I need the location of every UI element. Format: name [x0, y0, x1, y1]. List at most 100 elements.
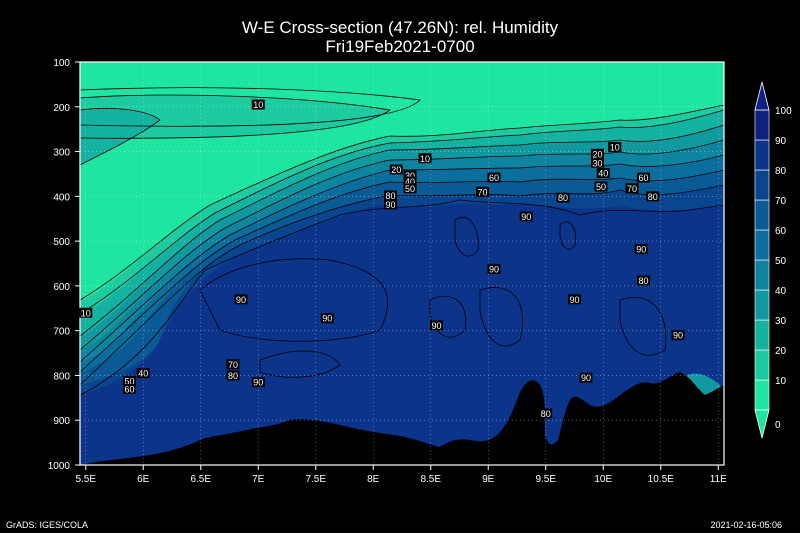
contour-label-bg: [403, 176, 417, 187]
colorbar-swatch: [754, 229, 770, 261]
contour-label-bg: [418, 153, 432, 164]
contour-label-bg: [591, 157, 604, 168]
band-low-pocket-inner: [80, 108, 160, 165]
contour-label-bg: [539, 408, 553, 419]
contour-label-bg: [671, 330, 685, 341]
plot-frame: [79, 61, 725, 466]
colorbar-label: 80: [775, 166, 787, 177]
y-tick-label: 100: [53, 58, 70, 69]
contour-label-bg: [251, 99, 265, 110]
contour-label-bg: [136, 368, 150, 379]
contour-label-bg: [634, 244, 648, 255]
contour-label: 80: [638, 276, 648, 286]
contour-label: 90: [581, 373, 591, 383]
contour-label: 90: [521, 212, 531, 222]
software-credit: GrADS: IGES/COLA: [6, 520, 89, 530]
contour-label: 80: [228, 371, 238, 381]
contour-label-bg: [226, 370, 240, 381]
contour-label-bg: [608, 142, 622, 153]
colorbar-label: 20: [775, 346, 787, 357]
contour-label: 70: [627, 184, 637, 194]
contour-label: 80: [558, 193, 568, 203]
contour-label-bg: [556, 192, 570, 203]
colorbar-swatch: [754, 169, 770, 201]
contour-label-bg: [591, 148, 604, 159]
x-tick-label: 9.5E: [535, 474, 556, 485]
contour-label: 40: [405, 177, 415, 187]
contour-label-bg: [637, 172, 650, 183]
colorbar-top-arrow: [754, 81, 770, 111]
contour-label-bg: [403, 183, 417, 194]
colorbar-swatch: [754, 319, 770, 351]
contour-label: 80: [541, 409, 551, 419]
contour-label: 90: [236, 295, 246, 305]
contour-label: 60: [124, 384, 134, 394]
contour-label-bg: [384, 190, 397, 201]
contour-label: 90: [569, 295, 579, 305]
chart-title: W-E Cross-section (47.26N): rel. Humidit…: [241, 18, 559, 37]
contour-label: 50: [124, 376, 134, 386]
colorbar-label: 0: [775, 420, 781, 431]
contour-label: 10: [81, 308, 91, 318]
x-tick-label: 11E: [710, 474, 727, 485]
colorbar-swatch: [754, 379, 770, 411]
contour-label: 20: [391, 165, 401, 175]
colorbar-label: 30: [775, 316, 787, 327]
contour-label-bg: [625, 183, 639, 194]
x-tick-label: 10.5E: [648, 474, 674, 485]
colorbar-bottom-arrow: [754, 409, 770, 439]
contour-label-bg: [476, 186, 489, 197]
contour-label-bg: [646, 191, 660, 202]
contour-label: 70: [228, 360, 238, 370]
contour-label: 40: [598, 169, 608, 179]
contour-label: 10: [610, 143, 620, 153]
y-tick-label: 900: [53, 416, 70, 427]
contour-label: 90: [673, 331, 683, 341]
contour-label: 90: [385, 200, 395, 210]
y-tick-label: 300: [53, 148, 70, 159]
band-low-pocket: [80, 95, 390, 139]
x-axis-ticks: 5.5E 6E 6.5E 7E 7.5E 8E 8.5E 9E 9.5E 10E 10.5E 11E: [75, 465, 727, 485]
x-tick-label: 6.5E: [190, 474, 211, 485]
contour-label-bg: [519, 211, 533, 222]
contour-label: 90: [253, 378, 263, 388]
contour-label: 80: [648, 192, 658, 202]
y-tick-label: 500: [53, 237, 70, 248]
x-tick-label: 8.5E: [420, 474, 441, 485]
contour-label-bg: [384, 199, 397, 210]
x-tick-label: 6E: [137, 474, 150, 485]
moist-pocket: [560, 221, 576, 250]
y-tick-label: 600: [53, 282, 70, 293]
moist-pocket: [455, 217, 479, 257]
terrain: [80, 372, 724, 465]
contour-label-bg: [568, 294, 581, 305]
colorbar-label: 50: [775, 256, 787, 267]
contour-label-bg: [487, 263, 501, 274]
y-tick-label: 1000: [48, 461, 71, 472]
contour-label-bg: [251, 377, 265, 388]
x-tick-label: 10E: [594, 474, 612, 485]
colorbar: 0 10 20 30 40 50 60 70 80 90 100: [754, 81, 792, 439]
x-tick-label: 7E: [252, 474, 265, 485]
y-tick-label: 400: [53, 192, 70, 203]
contour-label: 60: [638, 173, 648, 183]
y-tick-label: 700: [53, 327, 70, 338]
contour-label-bg: [320, 313, 334, 324]
contour-label: 70: [477, 187, 487, 197]
x-tick-label: 8E: [367, 474, 380, 485]
contour-label-bg: [234, 294, 248, 305]
contour-label: 90: [489, 264, 499, 274]
x-tick-label: 5.5E: [75, 474, 96, 485]
contour-label-bg: [226, 359, 240, 370]
contour-label: 10: [253, 100, 263, 110]
contour-label: 80: [385, 191, 395, 201]
colorbar-swatch: [754, 289, 770, 321]
contour-label: 90: [431, 321, 441, 331]
contour-label-bg: [430, 320, 443, 331]
contour-label-bg: [594, 181, 608, 192]
chart-subtitle: Fri19Feb2021-0700: [325, 37, 475, 56]
x-tick-label: 7.5E: [305, 474, 326, 485]
colorbar-label: 70: [775, 196, 787, 207]
